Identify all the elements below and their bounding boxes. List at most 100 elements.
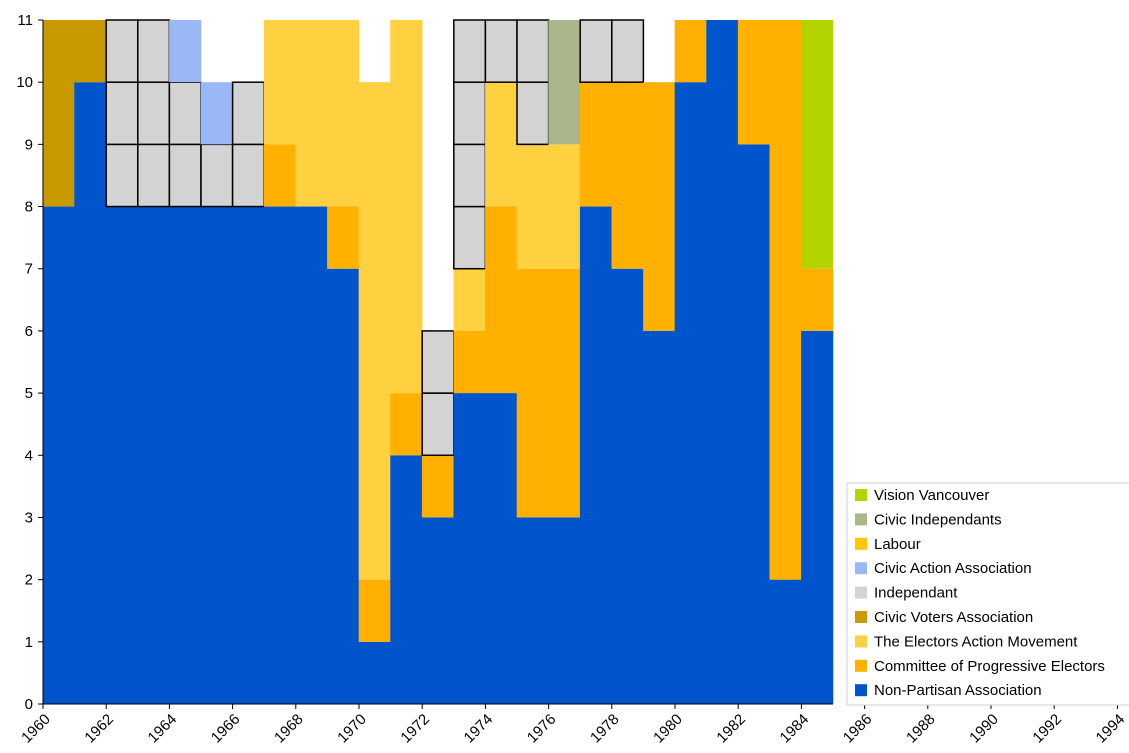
bar-segment: [611, 82, 644, 269]
bar-segment: [548, 144, 581, 269]
bar-segment: [327, 20, 360, 207]
bar-segment: [421, 517, 455, 704]
bar-segment: [200, 82, 233, 145]
y-tick-label: 7: [25, 261, 33, 278]
bar-segment: [485, 393, 518, 704]
legend-swatch: [855, 659, 867, 672]
x-tick-label: 1988: [903, 711, 939, 747]
x-tick-label: 1970: [334, 711, 370, 747]
x-tick-label: 1972: [397, 711, 433, 747]
bar-segment: [390, 455, 423, 704]
x-tick-label: 1982: [713, 711, 749, 747]
bar-segment: [105, 143, 139, 208]
bar-segment: [453, 268, 486, 331]
bar-segment: [579, 82, 613, 207]
bar-segment: [327, 206, 360, 269]
bar-segment: [453, 330, 486, 394]
bar-segment: [579, 19, 613, 83]
x-tick-label: 1966: [208, 711, 244, 747]
legend-label: Independant: [874, 585, 958, 602]
bar-segment: [263, 20, 297, 145]
x-tick-label: 1976: [524, 711, 560, 747]
bar-segment: [516, 19, 550, 83]
bar-segment: [516, 144, 549, 269]
legend-swatch: [855, 537, 867, 550]
bar-segment: [105, 19, 139, 83]
bar-segment: [42, 206, 75, 704]
bar-segment: [516, 81, 550, 146]
legend-box: [846, 482, 1129, 706]
bar-segment: [42, 20, 75, 207]
legend-label: Civic Action Association: [874, 560, 1032, 577]
bar-segment: [453, 205, 487, 270]
bar-segment: [231, 143, 265, 208]
bar-segment: [643, 330, 676, 704]
legend-label: Non-Partisan Association: [874, 682, 1042, 699]
bar-segment: [801, 330, 834, 704]
bar-segment: [232, 206, 265, 704]
legend-label: Committee of Progressive Electors: [874, 658, 1105, 675]
bar-segment: [263, 206, 297, 704]
y-tick-label: 11: [17, 12, 33, 29]
bar-segment: [421, 455, 455, 518]
y-tick-label: 8: [25, 199, 33, 216]
legend-label: Vision Vancouver: [874, 487, 989, 504]
bar-segment: [674, 20, 707, 83]
y-tick-label: 10: [16, 74, 33, 91]
x-tick-label: 1994: [1093, 711, 1129, 747]
x-tick-label: 1978: [587, 711, 623, 747]
bar-segment: [643, 82, 676, 331]
legend-label: Labour: [874, 536, 921, 553]
bar-segment: [200, 143, 234, 208]
x-tick-label: 1974: [461, 711, 497, 747]
x-tick-label: 1990: [966, 711, 1002, 747]
bar-segment: [137, 19, 171, 83]
legend-swatch: [855, 489, 867, 501]
bar-segment: [484, 19, 518, 83]
bar-segment: [611, 268, 644, 704]
legend-swatch: [855, 586, 867, 599]
x-tick-label: 1986: [840, 711, 876, 747]
bar-segment: [231, 81, 265, 146]
bar-segment: [421, 392, 455, 457]
legend-swatch: [855, 684, 867, 697]
bar-segment: [168, 81, 202, 146]
bar-segment: [137, 81, 171, 146]
bar-segment: [516, 268, 549, 518]
bar-segment: [358, 579, 391, 642]
legend-label: Civic Voters Association: [874, 609, 1033, 626]
legend-label: The Electors Action Movement: [874, 633, 1078, 650]
bar-segment: [263, 144, 297, 207]
legend-swatch: [855, 562, 867, 575]
bar-segment: [105, 206, 139, 704]
y-tick-label: 9: [25, 136, 33, 153]
y-tick-label: 4: [25, 447, 33, 464]
bar-segment: [295, 20, 328, 207]
bar-segment: [169, 20, 202, 83]
x-tick-label: 1980: [650, 711, 686, 747]
x-tick-label: 1962: [81, 711, 117, 747]
bar-segment: [453, 19, 487, 83]
bar-segment: [706, 20, 739, 704]
bar-segment: [769, 579, 802, 704]
bar-segment: [358, 82, 391, 580]
x-tick-label: 1992: [1029, 711, 1065, 747]
bar-segment: [137, 143, 171, 208]
bar-segment: [453, 393, 486, 704]
bar-segment: [74, 82, 107, 704]
x-tick-label: 1964: [145, 711, 181, 747]
bar-segment: [74, 20, 107, 83]
y-tick-label: 0: [25, 696, 33, 713]
bar-segment: [548, 20, 581, 145]
y-tick-label: 6: [25, 323, 33, 340]
legend-swatch: [855, 611, 867, 623]
x-tick-label: 1968: [271, 711, 307, 747]
bar-segment: [390, 393, 423, 456]
bar-segment: [548, 268, 581, 518]
bar-segment: [390, 20, 423, 394]
y-tick-label: 5: [25, 385, 33, 402]
legend-swatch: [855, 513, 867, 526]
bar-segment: [801, 20, 834, 269]
y-tick-label: 1: [25, 634, 33, 651]
